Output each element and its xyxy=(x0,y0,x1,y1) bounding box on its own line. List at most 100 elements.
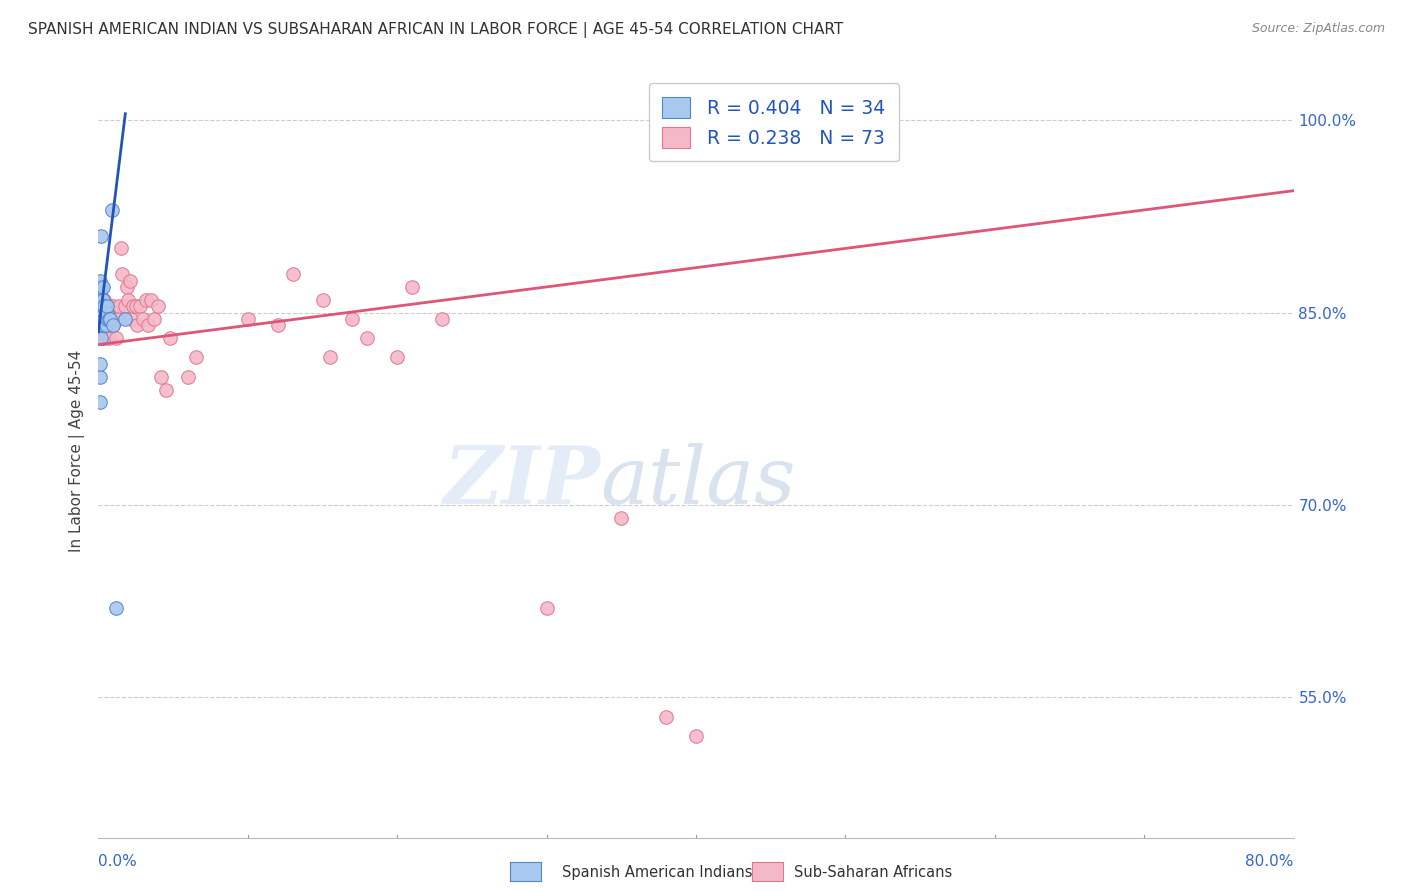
Point xyxy=(91,318,114,333)
Text: ZIP: ZIP xyxy=(443,442,600,520)
Point xyxy=(135,293,157,307)
Y-axis label: In Labor Force | Age 45-54: In Labor Force | Age 45-54 xyxy=(69,350,84,551)
Point xyxy=(385,351,409,365)
Point xyxy=(236,312,259,326)
Point xyxy=(319,351,342,365)
Point xyxy=(90,293,112,307)
Point xyxy=(90,318,112,333)
Point xyxy=(97,312,120,326)
Point xyxy=(281,267,304,281)
Point xyxy=(150,369,173,384)
Point xyxy=(91,318,114,333)
Point xyxy=(101,202,124,217)
Point xyxy=(98,318,122,333)
Text: atlas: atlas xyxy=(600,442,796,520)
Point xyxy=(90,318,112,333)
Point xyxy=(101,312,124,326)
Point xyxy=(90,312,112,326)
Point xyxy=(108,299,131,313)
Text: Source: ZipAtlas.com: Source: ZipAtlas.com xyxy=(1251,22,1385,36)
Text: 80.0%: 80.0% xyxy=(1246,854,1294,869)
Point xyxy=(89,293,111,307)
Text: 0.0%: 0.0% xyxy=(98,854,138,869)
Point xyxy=(184,351,207,365)
Point xyxy=(89,305,111,319)
Point xyxy=(94,318,117,333)
Point xyxy=(114,299,136,313)
Point xyxy=(91,312,114,326)
Point xyxy=(430,312,453,326)
Point xyxy=(118,273,141,287)
Point xyxy=(97,331,120,345)
Point xyxy=(89,286,111,301)
Point xyxy=(91,325,114,339)
Point xyxy=(610,510,633,524)
Point xyxy=(356,331,378,345)
Point xyxy=(93,293,115,307)
Point xyxy=(93,312,115,326)
Point xyxy=(127,318,149,333)
Point xyxy=(111,267,134,281)
Point xyxy=(89,318,111,333)
Point xyxy=(103,299,125,313)
Point xyxy=(89,273,111,287)
Point xyxy=(148,299,170,313)
Point xyxy=(96,312,118,326)
Point xyxy=(93,299,115,313)
Point xyxy=(93,312,115,326)
Point xyxy=(93,331,115,345)
Point xyxy=(107,312,129,326)
Point xyxy=(89,357,111,371)
Point xyxy=(132,312,155,326)
Point xyxy=(94,325,117,339)
Point xyxy=(91,293,114,307)
Point xyxy=(267,318,290,333)
Point xyxy=(94,305,117,319)
Point xyxy=(89,299,111,313)
Point xyxy=(91,280,114,294)
Point xyxy=(105,600,128,615)
Point xyxy=(136,318,159,333)
Point xyxy=(91,305,114,319)
Point xyxy=(91,331,114,345)
Point xyxy=(97,318,120,333)
Point xyxy=(311,293,333,307)
Point xyxy=(121,299,143,313)
Point xyxy=(89,293,111,307)
Point xyxy=(114,312,136,326)
Point xyxy=(105,331,128,345)
Point xyxy=(91,305,114,319)
Point xyxy=(90,305,112,319)
Point xyxy=(103,318,125,333)
Point xyxy=(91,299,114,313)
Point xyxy=(91,312,114,326)
Point xyxy=(90,299,112,313)
Point xyxy=(96,299,118,313)
Text: SPANISH AMERICAN INDIAN VS SUBSAHARAN AFRICAN IN LABOR FORCE | AGE 45-54 CORRELA: SPANISH AMERICAN INDIAN VS SUBSAHARAN AF… xyxy=(28,22,844,38)
Point xyxy=(98,299,122,313)
Point xyxy=(129,299,152,313)
Point xyxy=(110,242,132,256)
Point xyxy=(94,318,117,333)
Point xyxy=(98,312,122,326)
Point xyxy=(120,312,142,326)
Point xyxy=(401,280,423,294)
Point xyxy=(89,280,111,294)
Point xyxy=(96,305,118,319)
Point xyxy=(117,293,139,307)
Point xyxy=(90,228,112,243)
Point xyxy=(89,369,111,384)
Point xyxy=(90,331,112,345)
Point xyxy=(685,729,707,743)
Point xyxy=(89,299,111,313)
Point xyxy=(142,312,165,326)
Point xyxy=(94,312,117,326)
Point xyxy=(93,305,115,319)
Point xyxy=(89,395,111,409)
Point xyxy=(96,318,118,333)
Text: Sub-Saharan Africans: Sub-Saharan Africans xyxy=(794,865,953,880)
Point xyxy=(90,312,112,326)
Point xyxy=(177,369,200,384)
Point xyxy=(93,318,115,333)
Point xyxy=(159,331,181,345)
